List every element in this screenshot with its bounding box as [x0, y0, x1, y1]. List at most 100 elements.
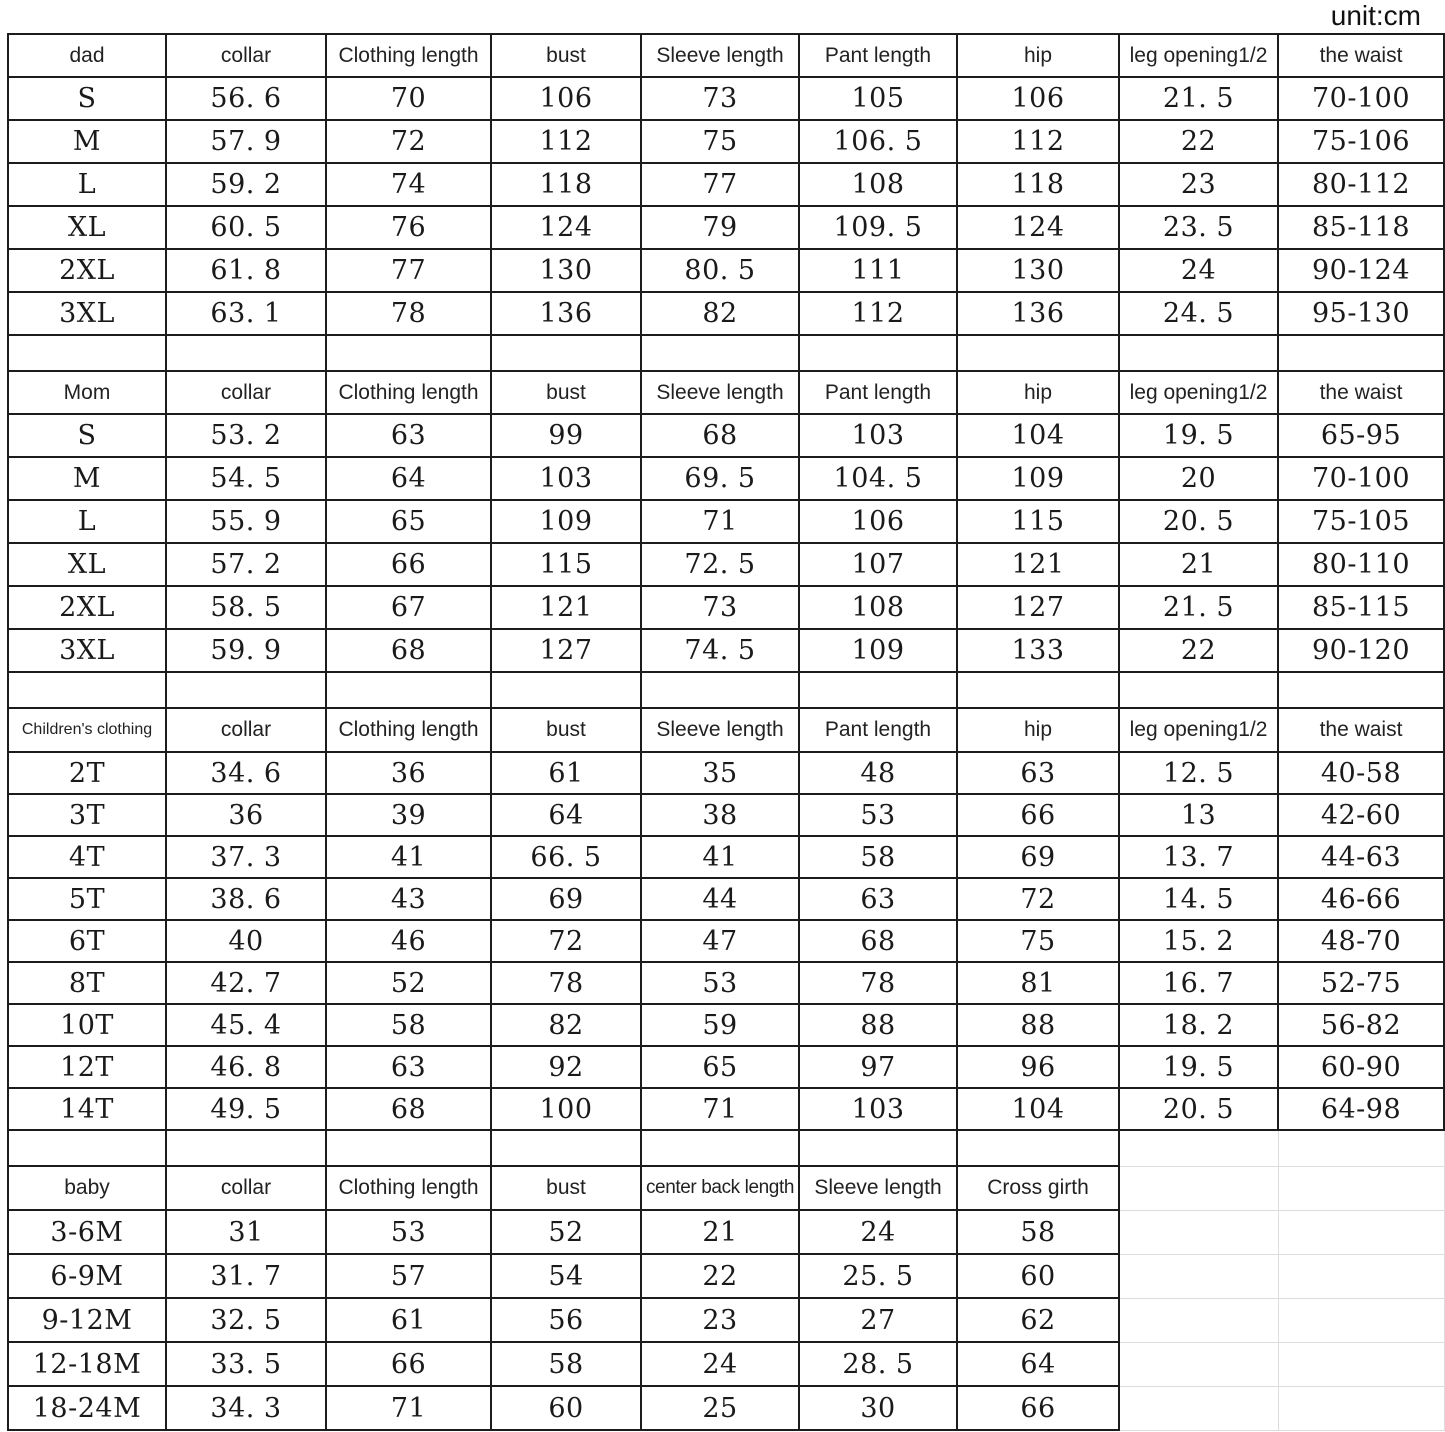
size-chart-table: dad collar Clothing length bust Sleeve lengt…	[7, 33, 1445, 1431]
header-row: Mom collar Clothing length bust Sleeve lengt…	[7, 370, 1445, 415]
table-row: 4T 37. 3 41 66. 5 41 58 69 13. 7 44-63	[7, 835, 1445, 879]
value-cell: 65-95	[1277, 413, 1445, 458]
spacer-cell	[165, 334, 327, 372]
column-header: the waist	[1277, 33, 1445, 78]
value-cell: 82	[640, 291, 800, 336]
value-cell: 60-90	[1277, 1045, 1445, 1089]
value-cell: 24	[640, 1341, 800, 1387]
column-header: collar	[165, 707, 327, 753]
table-row: 2T 34. 6 36 61 35 48 63 12. 5 40-58	[7, 751, 1445, 795]
value-cell: 103	[798, 1087, 958, 1131]
value-cell: 70-100	[1277, 76, 1445, 121]
table-row: 3T 36 39 64 38 53 66 13 42-60	[7, 793, 1445, 837]
value-cell: 23. 5	[1118, 205, 1279, 250]
value-cell: 109. 5	[798, 205, 958, 250]
value-cell: 57. 9	[165, 119, 327, 164]
table-row: 5T 38. 6 43 69 44 63 72 14. 5 46-66	[7, 877, 1445, 921]
column-header: Pant length	[798, 370, 958, 415]
spacer-cell	[1277, 334, 1445, 372]
size-cell: 3-6M	[7, 1209, 167, 1255]
value-cell: 63	[325, 1045, 492, 1089]
value-cell: 12. 5	[1118, 751, 1279, 795]
spacer-cell	[956, 1129, 1120, 1167]
value-cell: 130	[956, 248, 1120, 293]
ghost-cell	[1277, 1209, 1445, 1255]
value-cell: 76	[325, 205, 492, 250]
value-cell: 54	[490, 1253, 642, 1299]
value-cell: 21	[640, 1209, 800, 1255]
value-cell: 70	[325, 76, 492, 121]
column-header: center back length	[640, 1165, 800, 1211]
size-cell: 3XL	[7, 628, 167, 673]
value-cell: 75-105	[1277, 499, 1445, 544]
header-row: dad collar Clothing length bust Sleeve lengt…	[7, 33, 1445, 78]
ghost-cell	[1118, 1165, 1279, 1211]
spacer-cell	[798, 671, 958, 709]
value-cell: 44-63	[1277, 835, 1445, 879]
value-cell: 69	[490, 877, 642, 921]
value-cell: 107	[798, 542, 958, 587]
value-cell: 25. 5	[798, 1253, 958, 1299]
header-row: Children's clothing collar Clothing length…	[7, 707, 1445, 753]
value-cell: 75-106	[1277, 119, 1445, 164]
value-cell: 33. 5	[165, 1341, 327, 1387]
value-cell: 13. 7	[1118, 835, 1279, 879]
value-cell: 42-60	[1277, 793, 1445, 837]
value-cell: 78	[490, 961, 642, 1005]
value-cell: 20	[1118, 456, 1279, 501]
spacer-cell	[1118, 671, 1279, 709]
table-row: 14T 49. 5 68 100 71 103 104 20. 5 64-98	[7, 1087, 1445, 1131]
value-cell: 59. 2	[165, 162, 327, 207]
table-row: S 53. 2 63 99 68 103 104 19. 5 65-95	[7, 413, 1445, 458]
value-cell: 44	[640, 877, 800, 921]
value-cell: 58	[798, 835, 958, 879]
value-cell: 71	[640, 1087, 800, 1131]
column-header: bust	[490, 1165, 642, 1211]
value-cell: 32. 5	[165, 1297, 327, 1343]
value-cell: 65	[325, 499, 492, 544]
section-dad: dad collar Clothing length bust Sleeve lengt…	[7, 33, 1445, 372]
table-row: 10T 45. 4 58 82 59 88 88 18. 2 56-82	[7, 1003, 1445, 1047]
section-title: baby	[7, 1165, 167, 1211]
spacer-cell	[165, 1129, 327, 1167]
value-cell: 106	[490, 76, 642, 121]
table-row: XL 57. 2 66 115 72. 5 107 121 21 80-110	[7, 542, 1445, 587]
unit-label: unit:cm	[1330, 0, 1421, 31]
value-cell: 63. 1	[165, 291, 327, 336]
value-cell: 77	[325, 248, 492, 293]
value-cell: 57. 2	[165, 542, 327, 587]
spacer-cell	[956, 671, 1120, 709]
column-header: bust	[490, 33, 642, 78]
column-header: hip	[956, 33, 1120, 78]
column-header: leg opening1/2	[1118, 370, 1279, 415]
size-cell: 6-9M	[7, 1253, 167, 1299]
section-title: Children's clothing	[7, 707, 167, 753]
value-cell: 68	[325, 1087, 492, 1131]
value-cell: 81	[956, 961, 1120, 1005]
value-cell: 71	[325, 1385, 492, 1431]
value-cell: 66	[956, 1385, 1120, 1431]
spacer-cell	[490, 671, 642, 709]
value-cell: 45. 4	[165, 1003, 327, 1047]
table-row: S 56. 6 70 106 73 105 106 21. 5 70-100	[7, 76, 1445, 121]
value-cell: 21. 5	[1118, 585, 1279, 630]
size-cell: S	[7, 76, 167, 121]
spacer-cell	[640, 1129, 800, 1167]
value-cell: 24	[798, 1209, 958, 1255]
size-cell: 9-12M	[7, 1297, 167, 1343]
table-row: 3XL 63. 1 78 136 82 112 136 24. 5 95-130	[7, 291, 1445, 336]
value-cell: 66. 5	[490, 835, 642, 879]
value-cell: 56-82	[1277, 1003, 1445, 1047]
value-cell: 124	[956, 205, 1120, 250]
value-cell: 52	[490, 1209, 642, 1255]
table-row: M 57. 9 72 112 75 106. 5 112 22 75-106	[7, 119, 1445, 164]
value-cell: 49. 5	[165, 1087, 327, 1131]
value-cell: 104	[956, 1087, 1120, 1131]
value-cell: 109	[956, 456, 1120, 501]
value-cell: 118	[956, 162, 1120, 207]
value-cell: 80. 5	[640, 248, 800, 293]
size-cell: S	[7, 413, 167, 458]
value-cell: 79	[640, 205, 800, 250]
value-cell: 47	[640, 919, 800, 963]
